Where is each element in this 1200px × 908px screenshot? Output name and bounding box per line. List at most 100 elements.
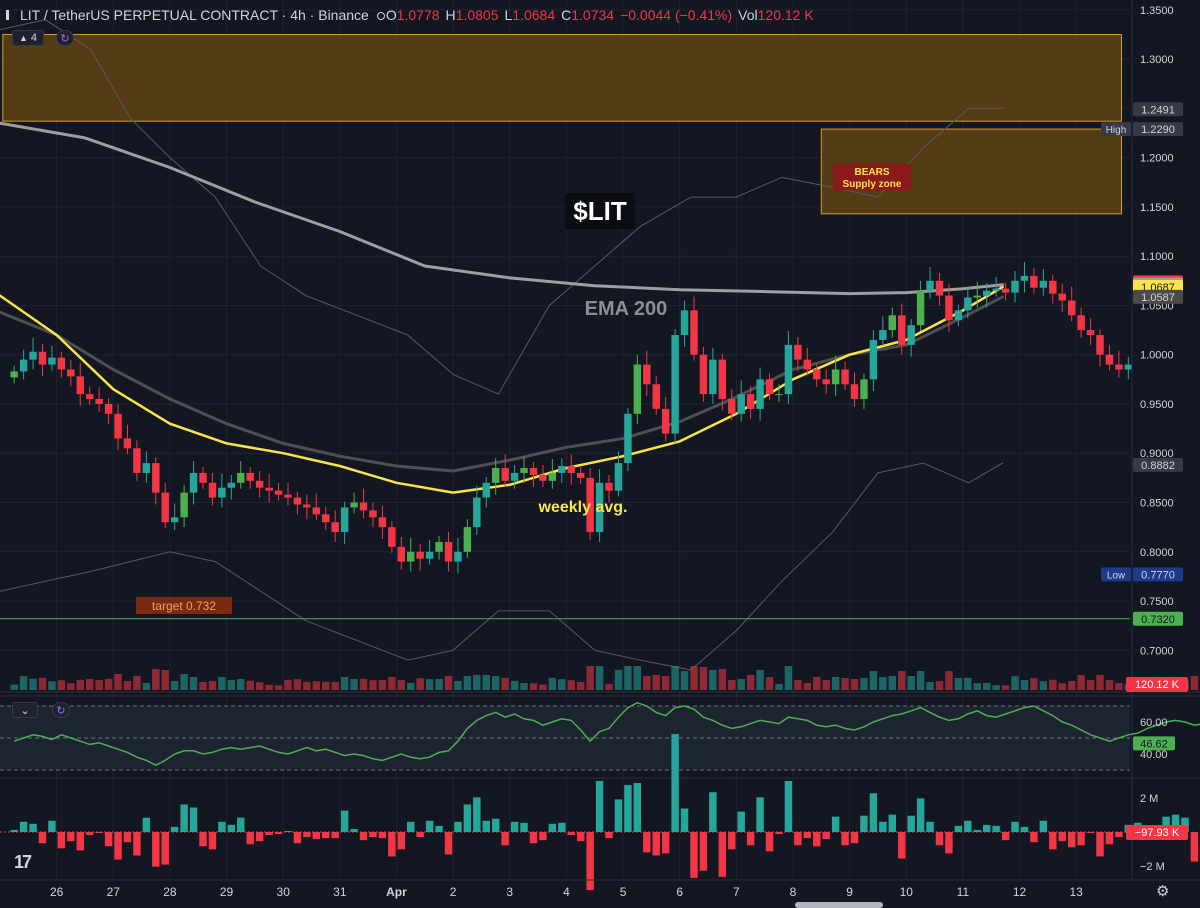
candle-body xyxy=(57,357,66,370)
histogram-bar xyxy=(510,821,519,832)
volume-bar xyxy=(831,677,840,690)
time-tick-label: 8 xyxy=(790,885,797,899)
time-tick-label: 30 xyxy=(277,885,291,899)
volume-bar xyxy=(67,683,75,690)
volume-bar xyxy=(643,676,651,690)
histogram-bar xyxy=(104,832,113,847)
histogram-bar xyxy=(1096,832,1104,857)
volume-bar xyxy=(784,666,793,690)
histogram-tick-label: 2 M xyxy=(1140,793,1158,805)
time-tick-label: 12 xyxy=(1013,885,1027,899)
volume-bar xyxy=(359,678,368,690)
histogram-bar xyxy=(879,821,887,832)
market-status-icon xyxy=(376,7,386,23)
histogram-bar xyxy=(312,832,321,840)
histogram-bar xyxy=(416,832,424,838)
target-label: target 0.732 xyxy=(152,599,216,613)
volume-bar xyxy=(378,680,387,690)
volume-bar xyxy=(803,683,812,690)
histogram-bar xyxy=(680,808,689,832)
histogram-bar xyxy=(237,817,245,832)
histogram-bar xyxy=(576,832,585,842)
histogram-bar xyxy=(19,821,28,832)
candle-body xyxy=(48,357,56,365)
candle-body xyxy=(274,490,283,495)
time-tick-label: 10 xyxy=(900,885,914,899)
price-label-box xyxy=(1133,289,1183,304)
volume-bar xyxy=(756,670,764,690)
candle-body xyxy=(255,480,264,488)
candle-body xyxy=(794,344,802,360)
histogram-bar xyxy=(189,807,198,832)
histogram-bar xyxy=(964,820,972,832)
histogram-bar xyxy=(454,821,462,832)
candle-body xyxy=(973,295,981,298)
histogram-bar xyxy=(444,832,453,855)
histogram-bar xyxy=(756,797,764,832)
ema200-label: EMA 200 xyxy=(585,298,668,320)
volume-bar xyxy=(1077,675,1085,690)
candle-body xyxy=(558,466,566,473)
candle-body xyxy=(879,330,887,340)
high-tag: High xyxy=(1106,125,1127,136)
chart-type-icon[interactable] xyxy=(6,10,9,20)
histogram-bar xyxy=(548,823,557,832)
volume-bar xyxy=(699,667,708,690)
histogram-bar xyxy=(284,830,292,832)
histogram-bar xyxy=(425,820,434,832)
rsi-sync-icon[interactable]: ↻ xyxy=(52,702,70,718)
ema200-line xyxy=(0,121,1005,296)
time-tick-label: 3 xyxy=(506,885,513,899)
tradingview-logo-icon[interactable]: 17 xyxy=(14,852,32,872)
time-tick-label: 26 xyxy=(50,885,64,899)
histogram-bar xyxy=(76,832,84,851)
volume-bar xyxy=(945,671,953,690)
candle-body xyxy=(907,325,915,345)
histogram-bar xyxy=(95,832,103,834)
chevron-down-icon[interactable]: ⌄ xyxy=(12,702,38,718)
volume-bar xyxy=(813,677,821,690)
volume-bar xyxy=(1058,683,1066,690)
chevron-up-icon: ▲ xyxy=(18,33,28,43)
volume-bar xyxy=(614,669,623,690)
histogram-bar xyxy=(1058,832,1066,842)
histogram-bar xyxy=(1190,832,1199,862)
low-tag: Low xyxy=(1107,570,1126,581)
volume-bar xyxy=(227,680,236,690)
volume-bar xyxy=(104,679,113,690)
gear-icon[interactable]: ⚙ xyxy=(1156,883,1170,900)
indicators-toggle[interactable]: ▲ 4 xyxy=(12,30,44,46)
histogram-bar xyxy=(473,797,481,832)
volume-bar xyxy=(340,677,349,690)
time-tick-label: 28 xyxy=(163,885,177,899)
indicator-count: 4 xyxy=(30,32,38,44)
histogram-bar xyxy=(746,832,755,846)
time-tick-label: 13 xyxy=(1070,885,1084,899)
candle-body xyxy=(690,310,698,355)
price-label-box xyxy=(1133,122,1183,137)
time-tick-label: 6 xyxy=(676,885,683,899)
histogram-bar xyxy=(482,820,490,832)
rsi-value-label: 46.62 xyxy=(1140,738,1168,750)
volume-bar xyxy=(1020,680,1029,690)
sync-icon[interactable]: ↻ xyxy=(56,30,74,46)
volume-bar xyxy=(454,681,462,690)
candle-body xyxy=(831,369,840,385)
symbol-label[interactable]: LIT / TetherUS PERPETUAL CONTRACT · 4h ·… xyxy=(20,7,369,23)
candle-body xyxy=(633,364,642,414)
weekly-avg-label: weekly avg. xyxy=(538,499,628,516)
volume-bar xyxy=(1039,681,1048,690)
volume-bar xyxy=(208,681,217,690)
histogram-bar xyxy=(1001,832,1010,841)
volume-bar xyxy=(586,666,594,690)
volume-bar xyxy=(312,681,321,690)
volume-bar xyxy=(274,685,283,690)
price-label: 1.2491 xyxy=(1141,104,1175,116)
candle-body xyxy=(29,351,37,360)
candle-body xyxy=(369,510,377,518)
volume-bar xyxy=(1001,685,1010,690)
candle-body xyxy=(170,517,179,523)
histogram-bar xyxy=(85,832,94,836)
histogram-bar xyxy=(388,832,396,857)
